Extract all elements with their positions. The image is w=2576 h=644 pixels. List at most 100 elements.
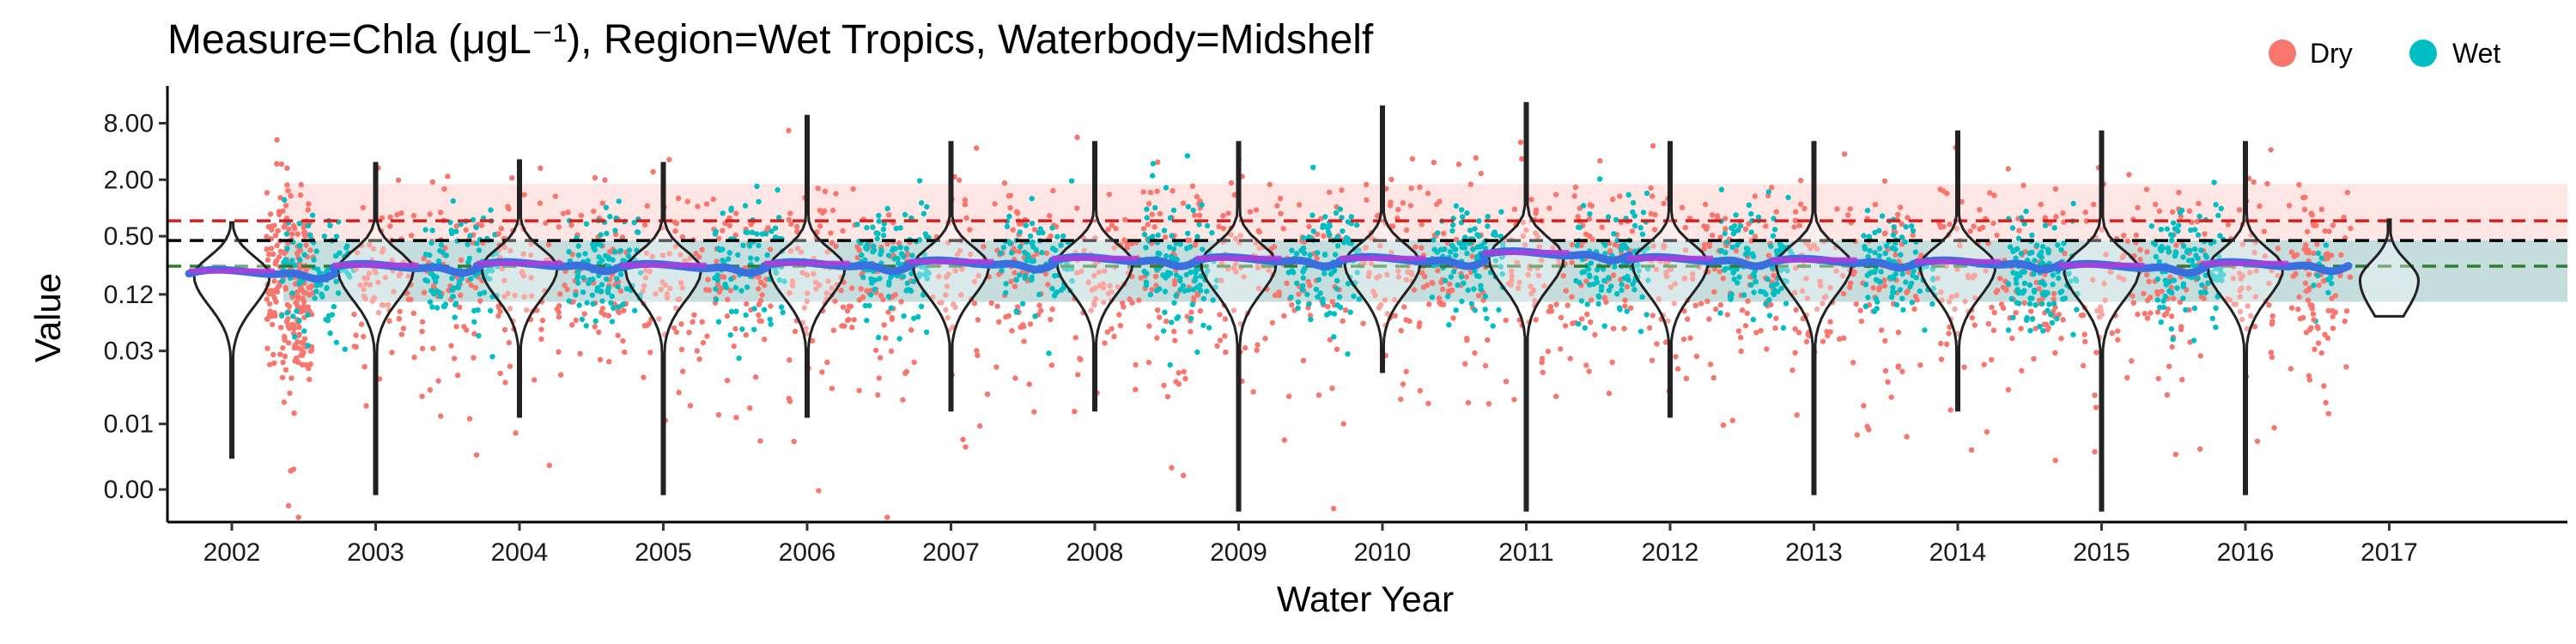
data-point [886, 282, 892, 288]
data-point [1929, 301, 1935, 307]
data-point [2168, 325, 2175, 332]
data-point [2052, 458, 2058, 464]
data-point [1717, 248, 1724, 254]
data-point [295, 231, 301, 237]
data-point [1464, 336, 1470, 342]
data-point [615, 283, 621, 289]
data-point [1639, 231, 1646, 237]
data-point [1910, 232, 1916, 238]
data-point [1334, 277, 1340, 284]
data-point [284, 165, 290, 171]
data-point [2178, 207, 2185, 214]
data-point [765, 225, 771, 231]
data-point [2028, 308, 2034, 314]
data-point [2224, 295, 2231, 302]
data-point [1758, 327, 1764, 334]
data-point [888, 348, 895, 355]
data-point [1049, 307, 1055, 313]
data-point [2195, 275, 2201, 282]
data-point [2015, 235, 2022, 241]
data-point [1340, 421, 1346, 427]
data-point [2324, 251, 2330, 257]
data-point [2172, 252, 2178, 259]
data-point [2072, 276, 2079, 282]
data-point [776, 215, 782, 221]
data-point [1116, 312, 1122, 318]
data-point [647, 349, 653, 355]
data-point [2330, 222, 2336, 228]
data-point [575, 280, 581, 286]
data-point [443, 252, 449, 258]
data-point [1770, 233, 1777, 239]
data-point [1185, 230, 1191, 236]
data-point [1883, 243, 1890, 249]
data-point [819, 369, 825, 375]
data-point [1605, 214, 1612, 220]
data-point [1141, 268, 1147, 275]
data-point [1853, 301, 1859, 307]
data-point [1492, 258, 1499, 264]
data-point [957, 247, 963, 254]
data-point [1601, 295, 1608, 301]
data-point [1347, 309, 1353, 315]
data-point [1315, 392, 1322, 398]
data-point [2306, 287, 2312, 294]
data-point [1154, 188, 1160, 194]
data-point [1663, 339, 1669, 345]
data-point [897, 225, 903, 231]
data-point [1101, 299, 1107, 306]
data-point [2239, 285, 2245, 291]
data-point [1989, 356, 1995, 363]
data-point [1281, 313, 1287, 319]
data-point [1388, 203, 1394, 209]
data-point [1548, 308, 1555, 314]
data-point [1247, 209, 1254, 215]
data-point [1834, 206, 1840, 212]
data-point [1222, 316, 1229, 322]
data-point [429, 228, 435, 234]
data-point [1474, 253, 1480, 260]
data-point [1010, 227, 1016, 233]
data-point [465, 241, 471, 247]
data-point [662, 282, 668, 289]
data-point [672, 305, 679, 312]
data-point [2323, 399, 2329, 406]
data-point [720, 228, 726, 234]
data-point [1281, 437, 1288, 443]
data-point [2050, 282, 2056, 288]
data-point [1337, 206, 1344, 212]
data-point [292, 334, 298, 340]
data-point [1899, 270, 1905, 277]
data-point [1588, 297, 1595, 303]
data-point [1685, 316, 1691, 322]
data-point [419, 319, 426, 325]
data-point [751, 326, 757, 332]
data-point [2196, 200, 2202, 207]
data-point [1750, 317, 1757, 323]
data-point [772, 225, 779, 231]
data-point [1435, 268, 1441, 274]
data-point [2344, 190, 2351, 196]
data-point [2169, 313, 2175, 319]
data-point [1654, 341, 1660, 347]
data-point [1288, 295, 1294, 301]
data-point [474, 240, 480, 246]
data-point [2116, 274, 2123, 280]
data-point [1074, 270, 1080, 276]
data-point [2197, 353, 2203, 359]
data-point [1820, 301, 1826, 307]
data-point [1742, 226, 1749, 233]
data-point [1611, 231, 1617, 237]
data-point [1622, 297, 1628, 303]
data-point [2247, 270, 2253, 276]
data-point [2049, 319, 2056, 325]
data-point [1837, 336, 1843, 342]
data-point [1553, 393, 1559, 399]
data-point [312, 295, 318, 301]
data-point [1612, 241, 1619, 248]
data-point [724, 377, 731, 384]
data-point [726, 250, 732, 256]
data-point [1145, 359, 1152, 366]
data-point [1941, 223, 1947, 230]
data-point [1717, 301, 1724, 308]
